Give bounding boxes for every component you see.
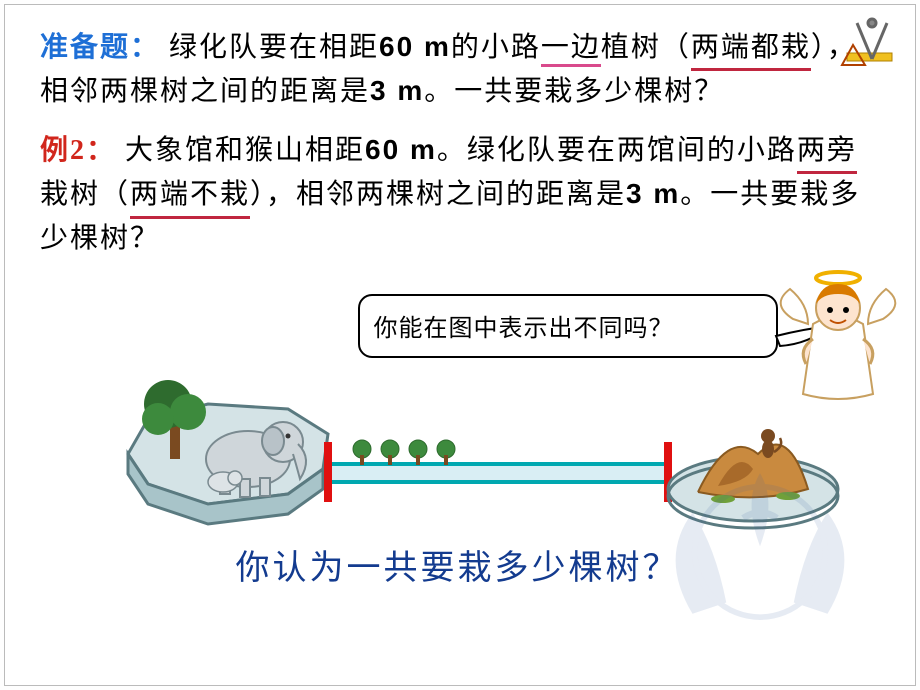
prep-seg1: 绿化队要在相距 (169, 32, 379, 63)
ex2-gap: 3 m (626, 178, 680, 209)
prep-seg5: 。一共要栽多少棵树？ (424, 76, 724, 107)
example2-text: 例2： 大象馆和猴山相距60 m。绿化队要在两馆间的小路两旁栽树（两端不栽），相… (40, 128, 875, 260)
elephant-enclosure-icon (118, 364, 348, 534)
prep-seg2: 的小路 (451, 32, 541, 63)
ex2-seg4: ），相邻两棵树之间的距离是 (250, 179, 626, 210)
ex2-bothsides-underline: 两旁 (797, 129, 857, 172)
path-trees-icon (350, 437, 460, 467)
ex2-label: 例2： (40, 135, 116, 166)
ex2-noends-underline: 两端不栽 (130, 173, 250, 216)
monkey-enclosure-icon (658, 414, 848, 534)
ex2-seg3: 栽树（ (40, 179, 130, 210)
angel-icon (778, 264, 898, 404)
ex2-seg1: 大象馆和猴山相距 (125, 135, 365, 166)
prep-problem-text: 准备题： 绿化队要在相距60 m的小路一边植树（两端都栽），相邻两棵树之间的距离… (40, 25, 875, 114)
prep-bothends-underline: 两端都栽 (691, 26, 811, 69)
speech-text: 你能在图中表示出不同吗？ (374, 308, 674, 343)
ex2-seg2: 。绿化队要在两馆间的小路 (437, 135, 797, 166)
prep-label: 准备题： (40, 32, 160, 63)
ex2-dist: 60 m (365, 134, 437, 165)
speech-bubble: 你能在图中表示出不同吗？ (358, 294, 778, 358)
left-endbar-icon (324, 442, 332, 502)
prep-dist: 60 m (379, 31, 451, 62)
prep-seg3: 植树（ (601, 32, 691, 63)
prep-oneside-underline: 一边 (541, 26, 601, 69)
slide: 准备题： 绿化队要在相距60 m的小路一边植树（两端都栽），相邻两棵树之间的距离… (4, 4, 916, 686)
prep-gap: 3 m (370, 75, 424, 106)
drawing-tools-icon (837, 13, 897, 73)
final-question: 你认为一共要栽多少棵树？ (40, 540, 875, 589)
illustration: 你能在图中表示出不同吗？ (48, 274, 868, 534)
